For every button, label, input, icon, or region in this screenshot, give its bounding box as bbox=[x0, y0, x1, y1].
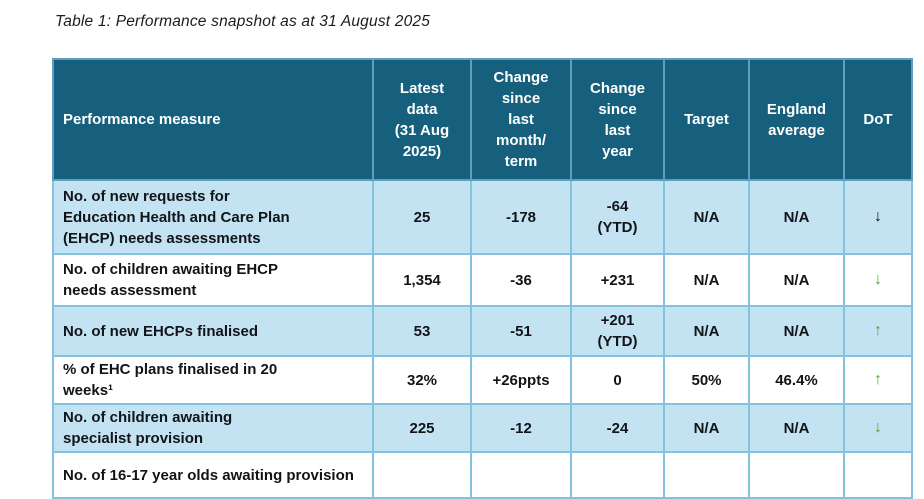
measure-cell: No. of children awaiting specialist prov… bbox=[52, 403, 374, 453]
target-cell: N/A bbox=[663, 403, 750, 453]
change-year-cell: -24 bbox=[570, 403, 665, 453]
england-average-cell: N/A bbox=[748, 305, 845, 357]
dot-cell: ↑ bbox=[843, 355, 913, 405]
trend-down-arrow-icon: ↓ bbox=[874, 270, 882, 288]
latest-data-cell: 25 bbox=[372, 179, 472, 255]
change-month-cell: -12 bbox=[470, 403, 572, 453]
col-header-performance-measure: Performance measure bbox=[52, 58, 374, 181]
target-cell: 50% bbox=[663, 355, 750, 405]
dot-cell: ↑ bbox=[843, 305, 913, 357]
change-month-cell: -36 bbox=[470, 253, 572, 307]
trend-up-arrow-icon: ↑ bbox=[874, 370, 882, 388]
col-header-change-since-last-year: Change since last year bbox=[570, 58, 665, 181]
england-average-cell bbox=[748, 451, 845, 499]
col-header-dot: DoT bbox=[843, 58, 913, 181]
latest-data-cell: 225 bbox=[372, 403, 472, 453]
table-row: No. of children awaiting EHCP needs asse… bbox=[52, 253, 913, 307]
trend-down-arrow-icon: ↓ bbox=[874, 207, 882, 225]
measure-cell: No. of children awaiting EHCP needs asse… bbox=[52, 253, 374, 307]
change-year-cell: +231 bbox=[570, 253, 665, 307]
trend-up-arrow-icon: ↑ bbox=[874, 321, 882, 339]
trend-down-arrow-icon: ↓ bbox=[874, 418, 882, 436]
latest-data-cell: 53 bbox=[372, 305, 472, 357]
target-cell: N/A bbox=[663, 253, 750, 307]
england-average-cell: N/A bbox=[748, 403, 845, 453]
latest-data-cell: 1,354 bbox=[372, 253, 472, 307]
measure-cell: No. of 16-17 year olds awaiting provisio… bbox=[52, 451, 374, 499]
table-row: No. of new requests for Education Health… bbox=[52, 179, 913, 255]
col-header-target: Target bbox=[663, 58, 750, 181]
measure-cell: No. of new EHCPs finalised bbox=[52, 305, 374, 357]
dot-cell: ↓ bbox=[843, 253, 913, 307]
dot-cell bbox=[843, 451, 913, 499]
change-year-cell bbox=[570, 451, 665, 499]
table-row: No. of new EHCPs finalised 53 -51 +201 (… bbox=[52, 305, 913, 357]
change-month-cell: +26ppts bbox=[470, 355, 572, 405]
dot-cell: ↓ bbox=[843, 179, 913, 255]
table-row: No. of children awaiting specialist prov… bbox=[52, 403, 913, 453]
performance-snapshot-table: Performance measure Latest data (31 Aug … bbox=[52, 58, 913, 499]
header-row: Performance measure Latest data (31 Aug … bbox=[52, 58, 913, 181]
england-average-cell: 46.4% bbox=[748, 355, 845, 405]
table-title: Table 1: Performance snapshot as at 31 A… bbox=[55, 13, 431, 30]
target-cell bbox=[663, 451, 750, 499]
england-average-cell: N/A bbox=[748, 179, 845, 255]
latest-data-cell bbox=[372, 451, 472, 499]
change-month-cell: -51 bbox=[470, 305, 572, 357]
dot-cell: ↓ bbox=[843, 403, 913, 453]
change-year-cell: +201 (YTD) bbox=[570, 305, 665, 357]
col-header-change-since-last-month: Change since last month/ term bbox=[470, 58, 572, 181]
table-row: % of EHC plans finalised in 20 weeks¹ 32… bbox=[52, 355, 913, 405]
latest-data-cell: 32% bbox=[372, 355, 472, 405]
table-row-partial: No. of 16-17 year olds awaiting provisio… bbox=[52, 451, 913, 499]
target-cell: N/A bbox=[663, 179, 750, 255]
change-year-cell: -64 (YTD) bbox=[570, 179, 665, 255]
measure-cell: % of EHC plans finalised in 20 weeks¹ bbox=[52, 355, 374, 405]
change-year-cell: 0 bbox=[570, 355, 665, 405]
col-header-england-average: England average bbox=[748, 58, 845, 181]
england-average-cell: N/A bbox=[748, 253, 845, 307]
target-cell: N/A bbox=[663, 305, 750, 357]
col-header-latest-data: Latest data (31 Aug 2025) bbox=[372, 58, 472, 181]
change-month-cell: -178 bbox=[470, 179, 572, 255]
measure-cell: No. of new requests for Education Health… bbox=[52, 179, 374, 255]
change-month-cell bbox=[470, 451, 572, 499]
